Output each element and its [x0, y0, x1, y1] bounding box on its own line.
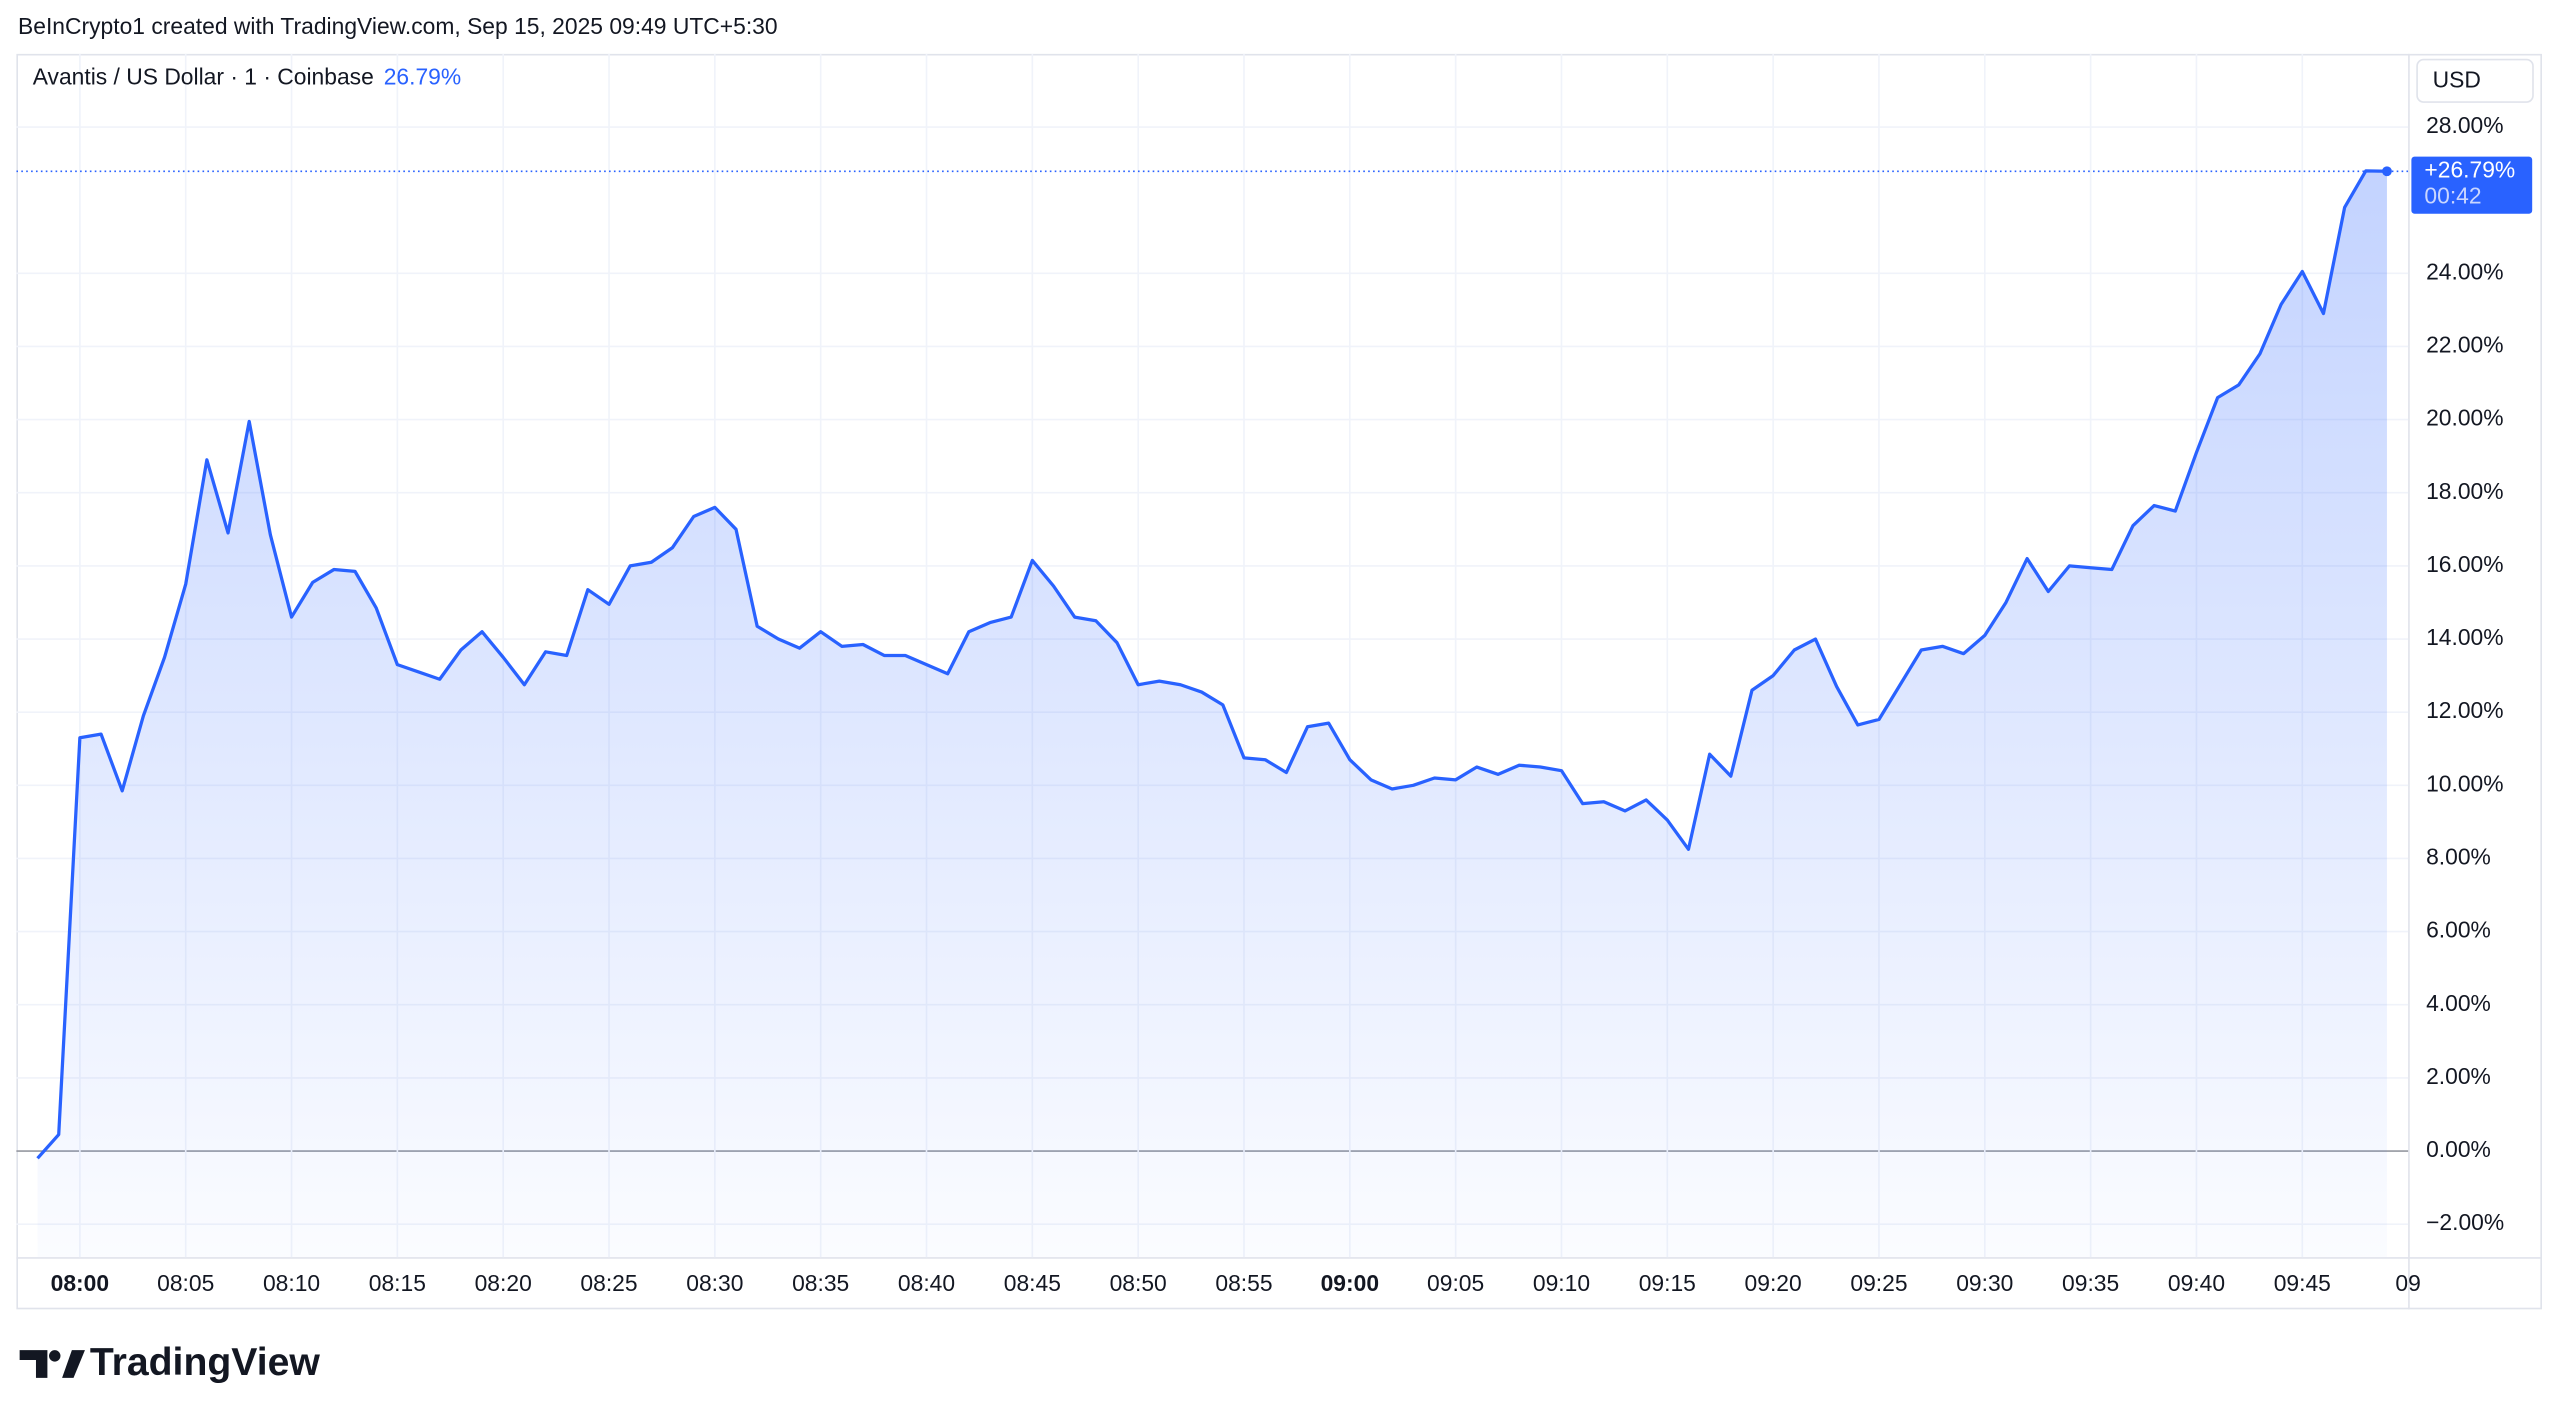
x-tick-label: 08:00: [51, 1270, 109, 1296]
x-tick-label: 08:35: [792, 1270, 849, 1296]
y-tick-label: 28.00%: [2426, 112, 2503, 138]
x-tick-label: 08:50: [1110, 1270, 1167, 1296]
axes: −2.00% 0.00% 2.00% 4.00% 6.00% 8.00% 10.00% 12.…: [51, 112, 2533, 1296]
price-label: +26.79%: [2424, 156, 2515, 182]
x-tick-label: 09:05: [1427, 1270, 1484, 1296]
price-line: [36, 169, 2387, 1160]
y-tick-label: 0.00%: [2426, 1136, 2491, 1162]
x-tick-label: 08:55: [1215, 1270, 1272, 1296]
chart-frame: [16, 53, 2542, 1310]
area-fill: [37, 170, 2387, 1258]
y-tick-label: 2.00%: [2426, 1063, 2491, 1089]
x-tick-label: 08:45: [1004, 1270, 1061, 1296]
x-tick-label: 09:45: [2274, 1270, 2331, 1296]
y-tick-label: 24.00%: [2426, 258, 2503, 284]
y-tick-label: 8.00%: [2426, 843, 2491, 869]
countdown: 00:42: [2424, 182, 2481, 208]
y-tick-label: 22.00%: [2426, 331, 2503, 357]
x-tick-label: 08:40: [898, 1270, 955, 1296]
attribution: BeInCrypto1 created with TradingView.com…: [18, 13, 778, 39]
brand: TradingView: [90, 1341, 321, 1384]
x-tick-label: 09:35: [2062, 1270, 2119, 1296]
y-tick-label: −2.00%: [2426, 1209, 2504, 1235]
y-tick-label: 6.00%: [2426, 917, 2491, 943]
x-tick-label: 09:30: [1956, 1270, 2013, 1296]
y-tick-label: 20.00%: [2426, 405, 2503, 431]
x-tick-label: 08:10: [263, 1270, 320, 1296]
x-tick-label: 08:30: [686, 1270, 743, 1296]
currency-button[interactable]: [2416, 58, 2534, 103]
x-tick-label: 09:25: [1850, 1270, 1907, 1296]
x-tick-label: 09:40: [2168, 1270, 2225, 1296]
y-tick-label: 12.00%: [2426, 697, 2503, 723]
x-tick-label: 08:20: [475, 1270, 532, 1296]
x-tick-label: 08:05: [157, 1270, 214, 1296]
brand-logo: [19, 1350, 85, 1378]
y-tick-label: 16.00%: [2426, 551, 2503, 577]
y-tick-label: 14.00%: [2426, 624, 2503, 650]
x-tick-label: 09:10: [1533, 1270, 1590, 1296]
legend-value: 26.79%: [384, 63, 461, 89]
plot: [16, 166, 2409, 1258]
symbol-title: Avantis / US Dollar · 1 · Coinbase: [33, 63, 374, 89]
x-tick-label: 08:15: [369, 1270, 426, 1296]
x-tick-label: 08:25: [580, 1270, 637, 1296]
x-tick-label: 09: [2395, 1270, 2420, 1296]
y-tick-label: 18.00%: [2426, 478, 2503, 504]
currency[interactable]: USD: [2433, 67, 2481, 93]
y-tick-label: 10.00%: [2426, 770, 2503, 796]
x-tick-label: 09:15: [1639, 1270, 1696, 1296]
x-tick-label: 09:00: [1321, 1270, 1379, 1296]
x-tick-label: 09:20: [1745, 1270, 1802, 1296]
y-tick-label: 4.00%: [2426, 990, 2491, 1016]
price-label-box: [2411, 156, 2533, 214]
